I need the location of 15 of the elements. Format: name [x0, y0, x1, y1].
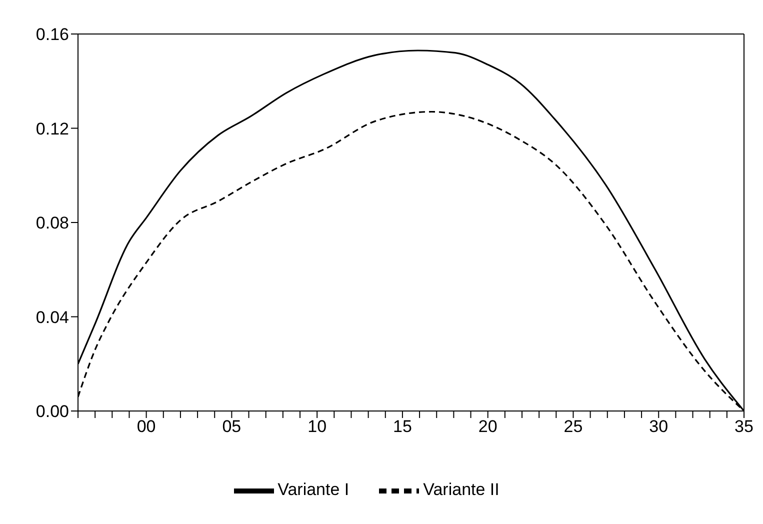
y-tick-label: 0.16	[36, 25, 69, 44]
x-tick-label: 00	[136, 417, 156, 436]
legend-label: Variante I	[278, 480, 350, 500]
x-tick-label: 20	[478, 417, 498, 436]
x-tick-label: 10	[308, 417, 327, 436]
x-tick-label: 15	[393, 417, 412, 436]
legend-label: Variante II	[423, 480, 500, 500]
y-tick-label: 0.00	[36, 402, 69, 422]
y-tick-label: 0.08	[36, 214, 69, 233]
y-tick-label: 0.12	[36, 119, 69, 138]
x-tick-label: 35	[734, 417, 754, 436]
x-tick-label: 05	[222, 417, 242, 436]
x-tick-label: 30	[649, 417, 668, 436]
x-tick-label: 25	[564, 417, 583, 436]
y-tick-label: 0.04	[36, 308, 69, 327]
